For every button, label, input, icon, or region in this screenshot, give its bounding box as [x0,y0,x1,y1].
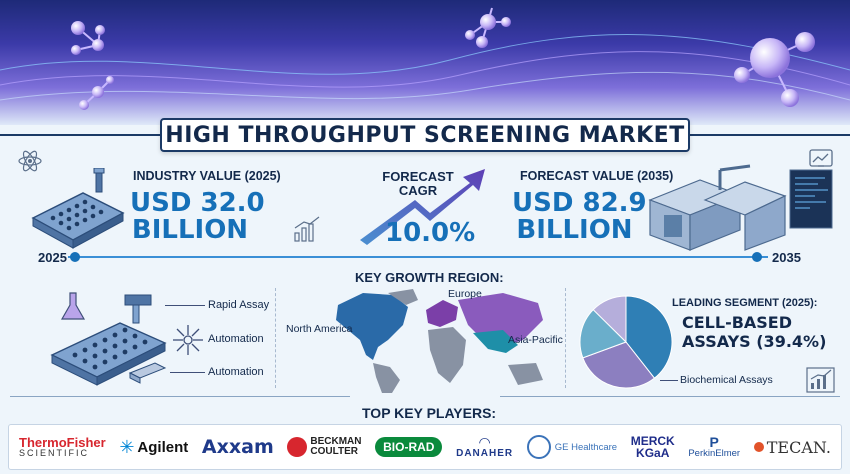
axxam-name: Axxam [201,436,274,458]
title-banner: HIGH THROUGHPUT SCREENING MARKET [160,118,690,152]
timeline-end: 2035 [772,250,801,265]
process-label-automation-2: Automation [208,366,264,378]
segment-pie-chart [579,295,673,389]
merck-line1: MERCK [630,434,675,448]
timeline-start: 2025 [38,250,67,265]
axxam-logo: Axxam [202,436,274,458]
molecule-network-illustration [0,7,850,110]
timeline-end-dot [752,252,762,262]
process-label-rapid-assay: Rapid Assay [208,299,270,311]
thermo-fisher-name: ThermoFisher [19,435,106,450]
africa-region [428,327,466,383]
region-label-asia-pacific: Asia-Pacific [508,334,563,346]
lab-automation-illustration [648,164,833,251]
danaher-logo: ◠ DANAHER [456,435,513,459]
separator-left [275,288,276,388]
leading-segment-line1: CELL-BASED [682,313,793,332]
beckman-text: BECKMAN COULTER [310,437,361,457]
south-america-region [373,363,400,393]
europe-region [426,300,458,327]
players-rule-left [10,396,350,397]
bio-rad-logo: BIO-RAD [375,437,443,457]
timeline-line [68,256,768,258]
ge-name: GE Healthcare [554,441,618,453]
asia-pacific-region [473,330,518,353]
perkinelmer-mark-icon: P [709,434,719,451]
bio-rad-name: BIO-RAD [375,437,443,457]
industry-value-line1: USD 32.0 [130,188,265,218]
region-label-europe: Europe [448,288,482,300]
growth-region-heading: KEY GROWTH REGION: [355,270,504,285]
timeline-start-dot [70,252,80,262]
assay-process-illustration [50,292,167,386]
title-rule-right [690,134,850,136]
process-label-automation-1: Automation [208,333,264,345]
title-rule-left [0,134,160,136]
forecast-cagr-label: FORECAST CAGR [378,169,458,199]
forecast-value-line2: BILLION [516,215,633,246]
forecast-cagr-label-line2: CAGR [398,183,438,199]
biochemical-connector [660,380,678,381]
australia-region [508,363,543,385]
separator-right [565,288,566,388]
industry-value-line2: BILLION [131,215,249,246]
atom-icon [18,150,42,172]
forecast-value-amount: USD 82.9 BILLION [512,188,647,246]
tecan-logo: TECAN. [753,437,831,457]
thermo-fisher-logo: ThermoFisher SCIENTIFIC [19,436,106,458]
industry-value-amount: USD 32.0 BILLION [130,188,265,246]
ge-monogram-icon [526,435,551,459]
hero-banner [0,0,850,125]
rapid-assay-connector [165,305,205,306]
microplate-illustration [31,168,125,249]
tecan-name: TECAN. [766,437,831,457]
page-title: HIGH THROUGHPUT SCREENING MARKET [165,122,685,148]
pie-slice-3 [592,295,627,344]
forecast-cagr-label-line1: FORECAST [382,169,454,184]
bar-chart-icon [294,216,320,242]
greenland-region [388,289,418,305]
ge-healthcare-logo: GE Healthcare [526,435,618,459]
players-heading: TOP KEY PLAYERS: [362,405,497,421]
beckman-circle-icon [287,437,308,457]
leading-segment-value: CELL-BASED ASSAYS (39.4%) [682,313,826,351]
segment-label-biochemical: Biochemical Assays [680,374,773,386]
industry-value-label: INDUSTRY VALUE (2025) [133,169,281,183]
agilent-spark-icon: ✳ [119,436,135,457]
players-rule-right [500,396,840,397]
danaher-name: DANAHER [456,448,514,459]
region-label-north-america: North America [286,323,353,335]
automation-network-icon [173,325,203,355]
forecast-cagr-value: 10.0% [385,218,476,248]
danaher-swoosh-icon: ◠ [478,434,491,450]
beckman-line2: COULTER [310,446,358,457]
leading-segment-heading: LEADING SEGMENT (2025): [672,297,818,309]
world-map [336,289,543,393]
automation-connector [170,372,205,373]
perkinelmer-name: PerkinElmer [688,448,741,460]
forecast-value-label: FORECAST VALUE (2035) [520,169,674,183]
perkinelmer-logo: P PerkinElmer [688,435,740,459]
beckman-coulter-logo: BECKMAN COULTER [287,437,362,457]
analytics-monitor-icon [809,149,833,167]
beckman-line1: BECKMAN [310,436,362,447]
thermo-fisher-sub: SCIENTIFIC [19,448,90,458]
agilent-name: Agilent [137,438,189,456]
merck-logo: MERCK KGaA [631,435,675,459]
tecan-dot-icon [753,442,764,452]
trend-chart-icon [806,367,835,393]
pie-slice-1 [582,341,656,389]
north-america-region [336,293,408,360]
growth-arrow-icon [360,169,485,245]
players-logo-strip: ThermoFisher SCIENTIFIC ✳ Agilent Axxam … [8,424,842,470]
agilent-logo: ✳ Agilent [119,437,188,458]
leading-segment-line2: ASSAYS (39.4%) [682,332,827,352]
pie-slice-2 [579,308,627,359]
forecast-value-line1: USD 82.9 [512,188,647,218]
pie-slice-0 [625,295,673,379]
merck-line2: KGaA [636,446,670,460]
